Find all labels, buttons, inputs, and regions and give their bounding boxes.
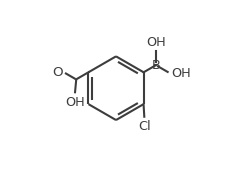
Text: O: O	[52, 66, 62, 79]
Text: B: B	[151, 59, 160, 72]
Text: OH: OH	[65, 96, 85, 109]
Text: Cl: Cl	[138, 120, 151, 133]
Text: OH: OH	[146, 36, 166, 49]
Text: OH: OH	[171, 67, 191, 80]
